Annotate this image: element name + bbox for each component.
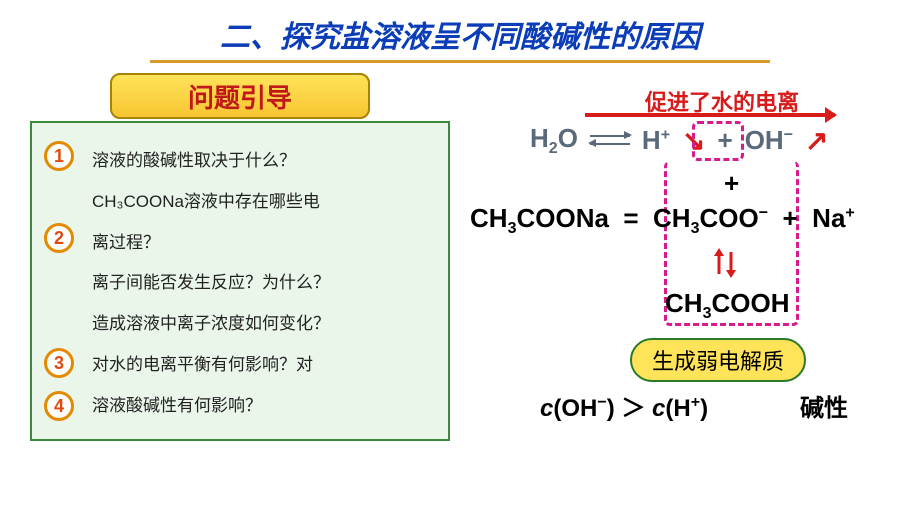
question-line: CH₃COONa溶液中存在哪些电 <box>92 182 436 223</box>
promote-arrow <box>585 113 835 117</box>
weak-electrolyte-label: 生成弱电解质 <box>630 338 806 382</box>
question-line: 溶液酸碱性有何影响？ <box>92 386 436 427</box>
question-line: 造成溶液中离子浓度如何变化？ <box>92 304 436 345</box>
na-ion: Na+ <box>812 203 855 233</box>
dash-h-plus <box>692 121 744 161</box>
water-equation: H2O H+ ↘ + OH− ↗ <box>530 123 829 158</box>
up-arrow-icon: ↗ <box>805 124 828 157</box>
question-panel: 1 2 3 4 溶液的酸碱性取决于什么？ CH₃COONa溶液中存在哪些电 离过… <box>30 121 450 441</box>
question-line: 离子间能否发生反应？为什么？ <box>92 263 436 304</box>
acetate-ion: CH3COO− <box>653 203 768 233</box>
oh-minus: OH− <box>745 125 793 156</box>
h2o: H2O <box>530 123 578 158</box>
diagram-area: 促进了水的电离 H2O H+ ↘ + OH− ↗ + CH3COONa = CH… <box>470 73 890 441</box>
salt-equation: CH3COONa = CH3COO− + Na+ <box>470 203 855 238</box>
basic-label: 碱性 <box>800 388 848 423</box>
equals-sign: = <box>623 203 638 233</box>
left-column: 问题引导 1 2 3 4 溶液的酸碱性取决于什么？ CH₃COONa溶液中存在哪… <box>30 73 450 441</box>
plus-sign: + <box>783 203 798 233</box>
salt-reactant: CH3COONa <box>470 203 609 233</box>
question-line: 溶液的酸碱性取决于什么？ <box>92 141 436 182</box>
section-title: 二、探究盐溶液呈不同酸碱性的原因 <box>0 0 920 56</box>
question-line: 离过程？ <box>92 223 436 264</box>
guide-badge: 问题引导 <box>110 73 370 119</box>
marker-3: 3 <box>44 348 74 378</box>
vertical-equilibrium-icon <box>705 248 745 285</box>
question-line: 对水的电离平衡有何影响？对 <box>92 345 436 386</box>
concentration-inequality: c(OH−) ＞ c(H+) <box>540 388 708 423</box>
marker-2: 2 <box>44 223 74 253</box>
content-area: 问题引导 1 2 3 4 溶液的酸碱性取决于什么？ CH₃COONa溶液中存在哪… <box>0 63 920 441</box>
product-formula: CH3COOH <box>665 288 789 323</box>
marker-4: 4 <box>44 391 74 421</box>
h-plus: H+ <box>642 125 670 156</box>
marker-1: 1 <box>44 141 74 171</box>
